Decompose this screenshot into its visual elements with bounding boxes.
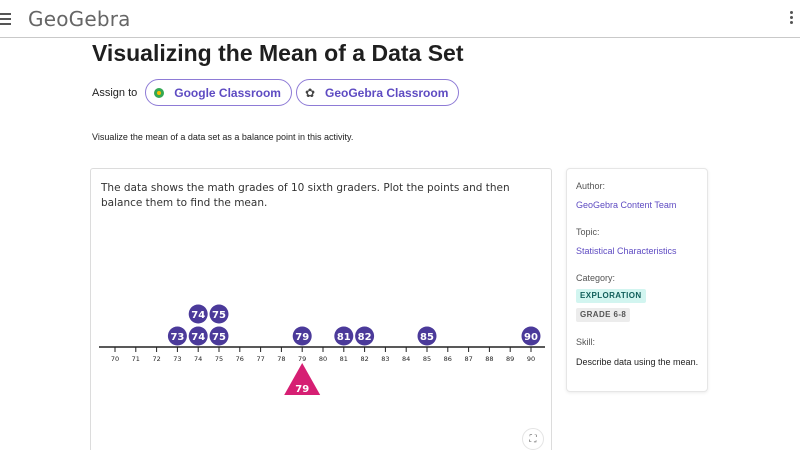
tick-label: 84 — [402, 355, 410, 363]
data-point-label: 82 — [358, 332, 372, 343]
data-point-label: 90 — [524, 332, 538, 343]
category-label: Category: — [576, 273, 616, 283]
data-point[interactable] — [188, 304, 208, 324]
tick-label: 85 — [423, 355, 431, 363]
data-point-label: 74 — [191, 310, 205, 321]
tick-label: 78 — [277, 355, 285, 363]
tick-label: 89 — [506, 355, 514, 363]
tick-label: 80 — [319, 355, 327, 363]
data-point[interactable] — [334, 326, 354, 346]
topic-link[interactable]: Statistical Characteristics — [576, 246, 677, 256]
data-point-label: 81 — [337, 332, 351, 343]
balance-fulcrum[interactable] — [284, 363, 321, 395]
data-point-label: 85 — [420, 332, 434, 343]
tick-label: 74 — [194, 355, 202, 363]
top-bar: GeoGebra — [0, 0, 800, 38]
tick-label: 73 — [173, 355, 181, 363]
tick-label: 72 — [152, 355, 160, 363]
author-link[interactable]: GeoGebra Content Team — [576, 200, 677, 210]
tick-label: 90 — [527, 355, 535, 363]
data-point-label: 75 — [212, 332, 226, 343]
balance-fulcrum-label: 79 — [295, 384, 309, 395]
data-point[interactable] — [292, 326, 312, 346]
topic-label: Topic: — [576, 227, 600, 237]
tick-label: 76 — [236, 355, 244, 363]
data-point[interactable] — [167, 326, 187, 346]
data-point-label: 73 — [170, 332, 184, 343]
geogebra-classroom-button[interactable]: ✿ GeoGebra Classroom — [295, 79, 460, 106]
tick-label: 79 — [298, 355, 306, 363]
data-point[interactable] — [417, 326, 437, 346]
data-point[interactable] — [209, 326, 229, 346]
tick-label: 87 — [464, 355, 472, 363]
page-title: Visualizing the Mean of a Data Set — [92, 40, 464, 66]
geogebra-applet[interactable]: The data shows the math grades of 10 six… — [90, 168, 552, 450]
geogebra-classroom-label: GeoGebra Classroom — [325, 85, 449, 100]
tick-label: 71 — [132, 355, 140, 363]
data-point-label: 79 — [295, 332, 309, 343]
tick-label: 77 — [256, 355, 264, 363]
category-badge-grade[interactable]: GRADE 6-8 — [576, 308, 631, 322]
fullscreen-icon[interactable]: ⛶ — [522, 428, 544, 450]
info-sidebar: Author: GeoGebra Content Team Topic: Sta… — [566, 168, 708, 392]
google-classroom-button[interactable]: Google Classroom — [145, 79, 292, 106]
tick-label: 75 — [215, 355, 223, 363]
menu-icon[interactable] — [0, 11, 12, 25]
skill-label: Skill: — [576, 337, 596, 347]
data-point-label: 74 — [191, 332, 205, 343]
data-point[interactable] — [209, 304, 229, 324]
google-classroom-label: Google Classroom — [174, 85, 281, 100]
author-label: Author: — [576, 181, 606, 191]
data-point[interactable] — [521, 326, 541, 346]
data-point-label: 75 — [212, 310, 226, 321]
tick-label: 70 — [111, 355, 119, 363]
number-line[interactable]: 70 71 72 73 74 75 76 77 78 79 80 81 82 83 84 85 86 87 88 89… — [99, 299, 549, 409]
assign-label: Assign to — [92, 86, 138, 99]
google-classroom-icon — [154, 87, 165, 98]
geogebra-classroom-icon: ✿ — [304, 85, 315, 100]
category-badge-exploration[interactable]: EXPLORATION — [576, 289, 646, 303]
activity-description: Visualize the mean of a data set as a ba… — [92, 132, 354, 142]
assign-row: Assign to Google Classroom ✿ GeoGebra Cl… — [92, 79, 463, 106]
data-point[interactable] — [355, 326, 375, 346]
applet-instructions: The data shows the math grades of 10 six… — [101, 182, 510, 209]
tick-label: 88 — [485, 355, 493, 363]
data-point[interactable] — [188, 326, 208, 346]
tick-label: 81 — [340, 355, 348, 363]
tick-label: 82 — [360, 355, 368, 363]
tick-label: 83 — [381, 355, 389, 363]
skill-text: Describe data using the mean. — [576, 357, 699, 367]
geogebra-logo[interactable]: GeoGebra — [28, 7, 131, 31]
tick-label: 86 — [444, 355, 452, 363]
more-options-icon[interactable] — [790, 11, 794, 27]
